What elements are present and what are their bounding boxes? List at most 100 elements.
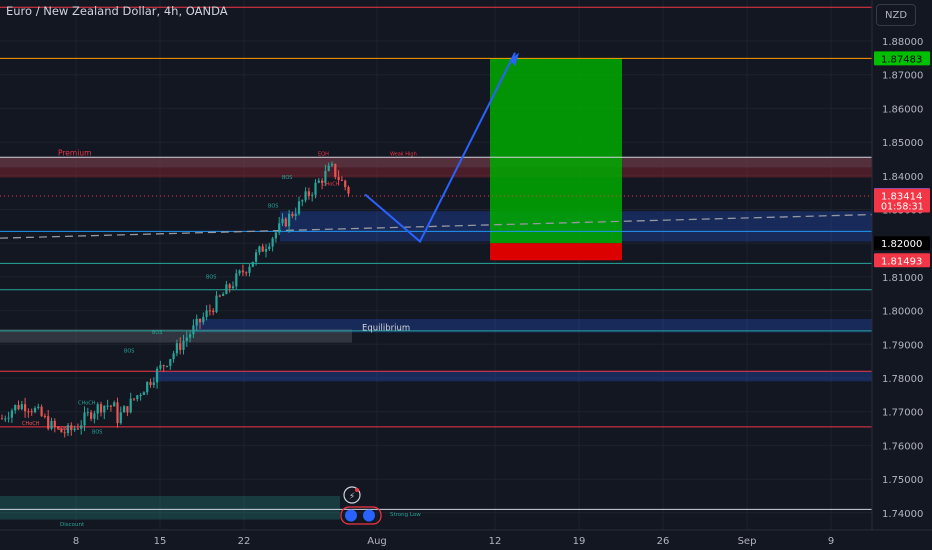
candle-body <box>126 406 129 413</box>
candle-body <box>10 410 13 418</box>
candle-body <box>238 270 241 274</box>
candle-body <box>297 201 301 214</box>
candle-body <box>109 405 112 407</box>
candle-body <box>119 412 122 424</box>
candle-body <box>159 365 162 369</box>
annotation-label: Premium <box>58 148 91 157</box>
price-label-badge <box>874 51 930 66</box>
event-icon-2[interactable] <box>363 509 375 522</box>
candle-body <box>284 218 287 227</box>
candle-body <box>231 286 235 289</box>
candle-body <box>198 318 202 323</box>
candle-body <box>113 402 116 407</box>
event-icon-1[interactable] <box>345 509 357 522</box>
y-tick-label: 1.74000 <box>882 509 923 520</box>
supply-zone <box>0 157 872 168</box>
candle-body <box>142 392 145 395</box>
candle-body <box>182 340 185 350</box>
x-tick-label: 15 <box>154 536 167 547</box>
annotation-label: CHoCH <box>322 182 340 188</box>
candle-body <box>169 359 172 366</box>
candle-body <box>241 270 244 273</box>
annotation-label: CHoCH <box>78 401 96 407</box>
candle-body <box>139 394 142 396</box>
x-tick-label: 26 <box>657 536 670 547</box>
candle-body <box>66 425 70 434</box>
candle-body <box>255 252 258 262</box>
premium-zone <box>0 157 872 178</box>
position-target-zone <box>490 58 622 244</box>
candle-body <box>152 382 155 385</box>
candle-body <box>123 406 126 413</box>
y-tick-label: 1.84000 <box>882 172 923 183</box>
candle-body <box>235 273 238 287</box>
candle-body <box>258 246 261 253</box>
x-tick-label: 9 <box>828 536 834 547</box>
candle-body <box>149 381 152 385</box>
currency-button[interactable]: NZD <box>876 4 916 26</box>
annotation-label: BOS <box>206 274 216 280</box>
annotation-label: Strong Low <box>390 512 421 518</box>
price-label-text: 1.82000 <box>881 239 922 250</box>
y-tick-label: 1.86000 <box>882 104 923 115</box>
candle-body <box>278 223 281 233</box>
alert-icon-glyph: ⚡ <box>349 492 355 502</box>
candle-body <box>60 428 63 433</box>
candle-body <box>248 266 251 273</box>
candle-body <box>0 418 4 420</box>
y-tick-label: 1.87000 <box>882 71 923 82</box>
candle-body <box>261 246 264 252</box>
candle-body <box>175 343 178 354</box>
candle-body <box>20 404 23 410</box>
annotation-label: CHoCH <box>22 421 40 427</box>
candle-body <box>324 170 327 183</box>
alert-icon[interactable] <box>343 486 361 504</box>
candle-body <box>294 213 297 217</box>
candle-body <box>80 425 83 429</box>
candle-body <box>307 191 310 196</box>
x-tick-label: 12 <box>489 536 502 547</box>
candle-body <box>304 191 307 201</box>
y-tick-label: 1.80000 <box>882 307 923 318</box>
candle-body <box>50 420 53 429</box>
candle-body <box>33 408 37 413</box>
candle-body <box>268 246 271 250</box>
candle-body <box>337 176 340 180</box>
candle-body <box>93 413 96 419</box>
trendline-dashed <box>0 213 873 239</box>
countdown-label: 01:58:31 <box>881 202 924 213</box>
candle-body <box>288 213 291 227</box>
candle-body <box>40 406 43 416</box>
x-tick-label: 22 <box>238 536 251 547</box>
candle-body <box>179 343 182 350</box>
candle-body <box>156 368 159 383</box>
events-badge[interactable] <box>340 506 382 525</box>
candle-body <box>90 412 93 419</box>
candle-body <box>17 404 20 410</box>
candle-body <box>334 163 337 177</box>
candle-body <box>228 284 231 289</box>
price-label-text: 1.83414 <box>881 192 922 203</box>
y-tick-label: 1.85000 <box>882 138 923 149</box>
candle-body <box>86 412 89 414</box>
x-tick-label: Sep <box>738 536 757 547</box>
candle-body <box>63 432 66 434</box>
candle-body <box>212 310 215 313</box>
discount-zone <box>0 495 340 520</box>
candle-body <box>146 381 149 393</box>
price-label-badge <box>874 188 930 213</box>
candle-body <box>76 428 79 430</box>
y-tick-label: 1.81000 <box>882 273 923 284</box>
candle-body <box>57 427 60 429</box>
candle-body <box>162 365 165 367</box>
y-tick-label: 1.79000 <box>882 340 923 351</box>
price-axis[interactable] <box>872 0 932 550</box>
candle-body <box>264 249 268 252</box>
candle-body <box>14 404 17 411</box>
time-axis[interactable] <box>0 530 932 550</box>
price-label-text: 1.81493 <box>881 256 922 267</box>
annotation-label: BOS <box>124 348 134 354</box>
y-tick-label: 1.76000 <box>882 441 923 452</box>
candle-body <box>225 284 228 295</box>
